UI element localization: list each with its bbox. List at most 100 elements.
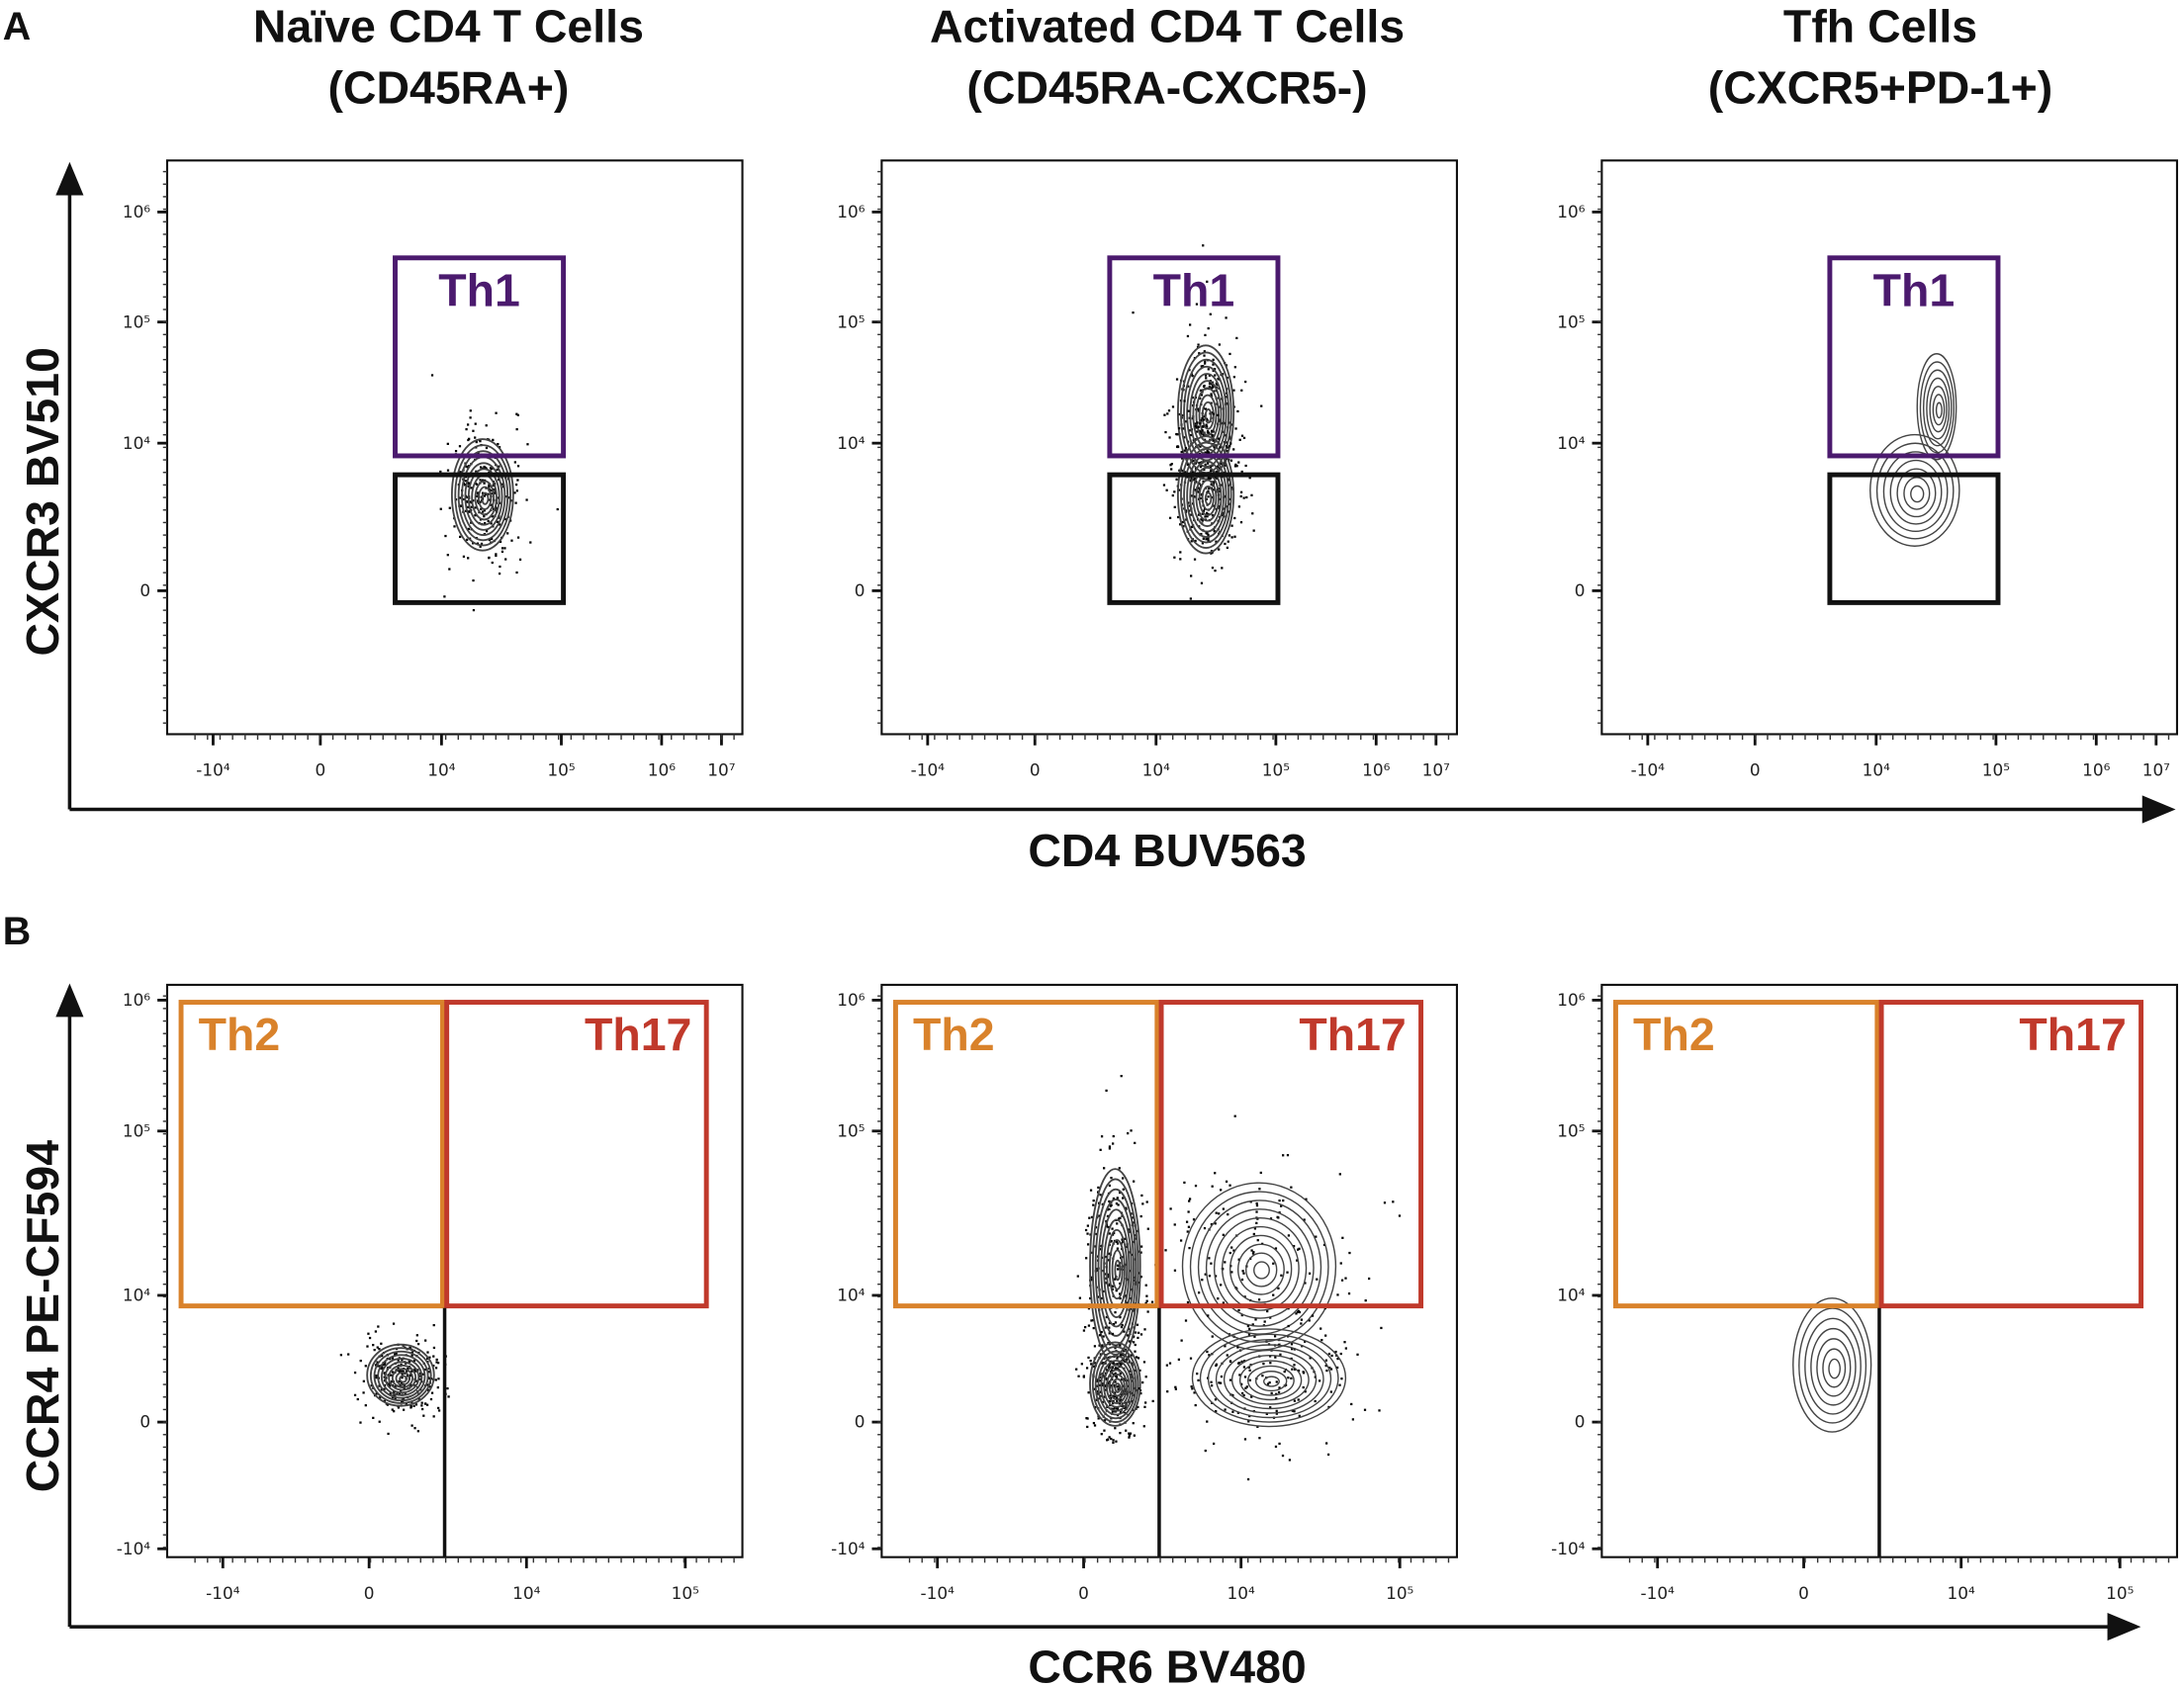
event-dot bbox=[1339, 1262, 1342, 1265]
event-dot bbox=[1230, 1246, 1233, 1249]
event-dot bbox=[391, 1371, 395, 1374]
event-dot bbox=[1118, 1217, 1121, 1220]
contour-line bbox=[369, 1347, 432, 1404]
event-dot bbox=[1182, 525, 1185, 528]
event-dot bbox=[1168, 1362, 1172, 1365]
event-dot bbox=[1251, 1252, 1255, 1255]
contour-line bbox=[1236, 1243, 1285, 1295]
event-dot bbox=[418, 1375, 421, 1377]
event-dot bbox=[1215, 1211, 1218, 1214]
event-dot bbox=[1302, 1372, 1306, 1375]
event-dot bbox=[1233, 366, 1236, 369]
contour-line bbox=[1926, 377, 1951, 440]
event-dot bbox=[374, 1364, 378, 1367]
event-dot bbox=[1244, 380, 1247, 384]
gate-th17 bbox=[1878, 1000, 2144, 1309]
event-dot bbox=[1242, 1272, 1245, 1275]
event-dot bbox=[1109, 1204, 1113, 1207]
event-dot bbox=[1133, 1221, 1136, 1224]
event-dot bbox=[467, 557, 470, 560]
contour-line bbox=[1186, 365, 1228, 462]
event-dot bbox=[1186, 1300, 1190, 1304]
event-dot bbox=[1208, 1275, 1212, 1278]
contour-line bbox=[1875, 442, 1955, 540]
event-dot bbox=[1111, 1287, 1114, 1290]
event-dot bbox=[1205, 417, 1209, 420]
event-dot bbox=[1219, 446, 1222, 449]
event-dot bbox=[1144, 1301, 1147, 1305]
event-dot bbox=[1213, 504, 1216, 507]
event-dot bbox=[1096, 1295, 1100, 1298]
contour-line bbox=[1935, 401, 1943, 419]
event-dot bbox=[1218, 343, 1222, 346]
event-dot bbox=[414, 1403, 418, 1406]
event-dot bbox=[453, 525, 456, 528]
event-dot bbox=[437, 1377, 440, 1380]
event-dot bbox=[1087, 1391, 1090, 1394]
event-dot bbox=[1266, 1309, 1269, 1313]
event-dot bbox=[1103, 1167, 1106, 1170]
event-dot bbox=[1290, 1343, 1294, 1346]
event-dot bbox=[1085, 1417, 1088, 1420]
event-dot bbox=[1277, 1390, 1281, 1394]
event-dot bbox=[1133, 1335, 1136, 1338]
event-dot bbox=[1190, 575, 1193, 577]
event-dot bbox=[1275, 1409, 1278, 1412]
event-dot bbox=[389, 1392, 392, 1395]
event-dot bbox=[435, 1358, 438, 1362]
event-dot bbox=[1206, 1350, 1209, 1354]
event-dot bbox=[1224, 434, 1227, 437]
event-dot bbox=[1201, 542, 1205, 545]
event-dot bbox=[410, 1351, 413, 1354]
event-dot bbox=[1114, 1311, 1117, 1314]
event-dot bbox=[1308, 1319, 1311, 1322]
contour-line bbox=[1246, 1365, 1295, 1396]
event-dot bbox=[1322, 1243, 1326, 1247]
x-tick-label: 0 bbox=[1030, 760, 1041, 780]
event-dot bbox=[381, 1368, 384, 1371]
event-dot bbox=[1230, 1393, 1234, 1397]
x-tick-label: 10⁶ bbox=[648, 760, 676, 780]
event-dot bbox=[1199, 465, 1203, 469]
x-tick-label: 10⁵ bbox=[2106, 1583, 2134, 1603]
contour-line bbox=[1929, 386, 1948, 433]
event-dot bbox=[366, 1345, 369, 1348]
event-dot bbox=[1183, 471, 1187, 474]
event-dot bbox=[436, 1385, 439, 1389]
event-dot bbox=[500, 547, 504, 550]
event-dot bbox=[480, 507, 483, 510]
event-dot bbox=[353, 1371, 357, 1375]
event-dot bbox=[1240, 470, 1243, 474]
event-dot bbox=[1124, 1348, 1128, 1351]
event-dot bbox=[495, 553, 498, 556]
event-dot bbox=[1191, 1387, 1194, 1390]
event-dot bbox=[1247, 1333, 1251, 1336]
event-dot bbox=[1280, 1204, 1283, 1207]
event-dot bbox=[1116, 1197, 1119, 1199]
event-dot bbox=[1179, 551, 1182, 554]
contour-line bbox=[1869, 433, 1960, 547]
event-dot bbox=[1244, 1386, 1247, 1389]
event-dot bbox=[503, 547, 506, 550]
event-dot bbox=[476, 542, 480, 545]
contour-line bbox=[1198, 394, 1218, 437]
event-dot bbox=[507, 496, 510, 499]
event-dot bbox=[391, 1408, 394, 1411]
x-tick-label: 10⁵ bbox=[1386, 1583, 1413, 1603]
event-dot bbox=[1119, 1354, 1122, 1358]
event-dot bbox=[376, 1346, 379, 1349]
contour-line bbox=[1804, 1317, 1862, 1415]
event-dot bbox=[516, 465, 520, 468]
event-dot bbox=[1214, 1172, 1217, 1175]
event-dot bbox=[1232, 1249, 1235, 1252]
event-dot bbox=[1133, 1279, 1136, 1282]
event-dot bbox=[1128, 1434, 1132, 1437]
event-dot bbox=[1398, 1214, 1402, 1217]
event-dot bbox=[466, 495, 469, 499]
event-dot bbox=[472, 429, 475, 432]
event-dot bbox=[421, 1407, 424, 1411]
event-dot bbox=[1138, 1387, 1140, 1390]
plot-frame bbox=[1600, 983, 2179, 1558]
event-dot bbox=[1093, 1362, 1096, 1365]
event-dot bbox=[1087, 1324, 1091, 1327]
